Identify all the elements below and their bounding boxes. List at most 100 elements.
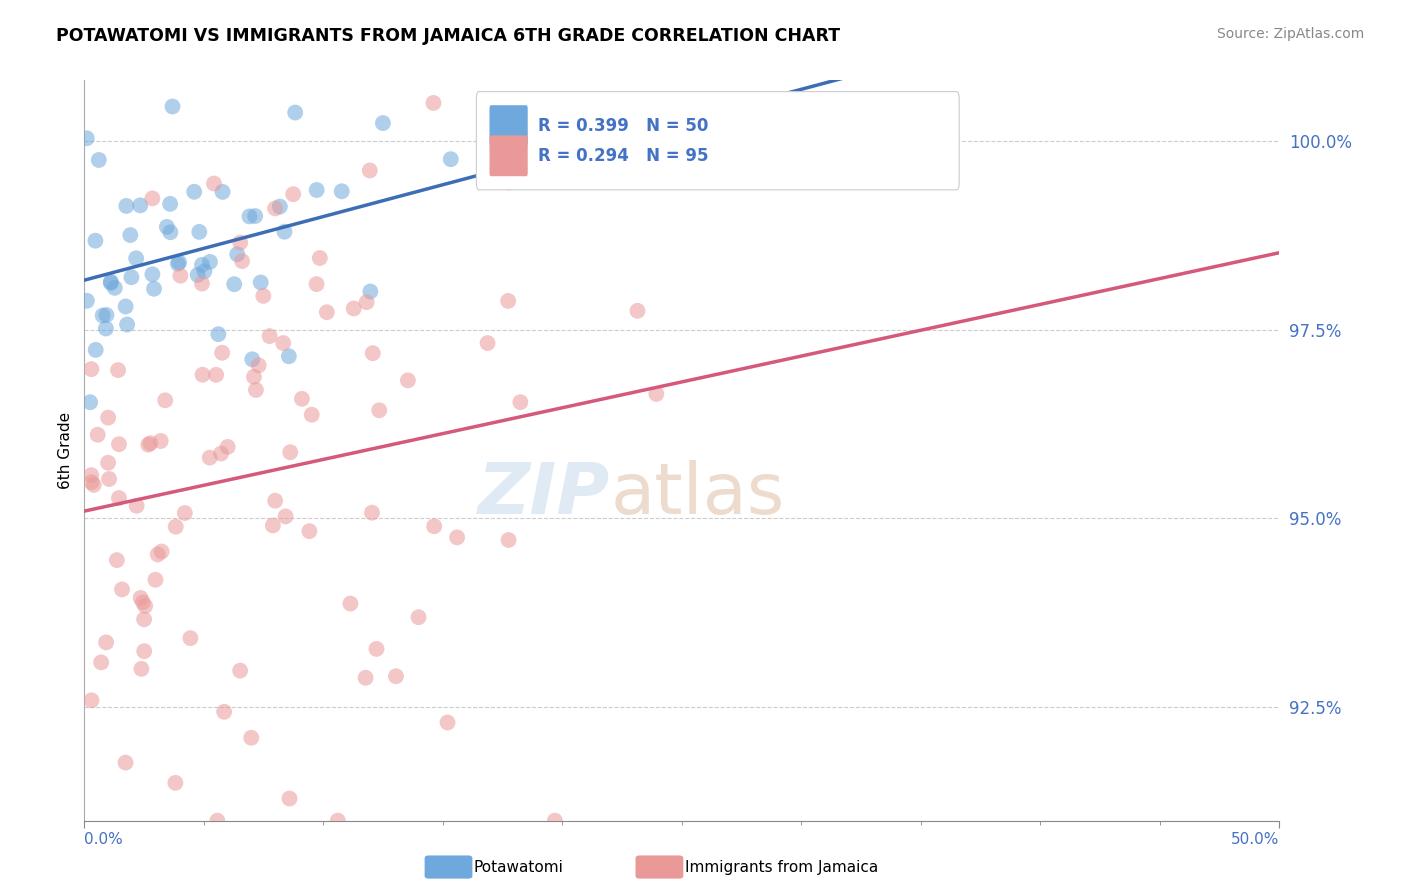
Point xyxy=(149,434,172,448)
Point xyxy=(305,277,328,292)
Point xyxy=(76,293,98,308)
Point xyxy=(252,289,274,303)
Point xyxy=(271,336,294,351)
Text: R = 0.294   N = 95: R = 0.294 N = 95 xyxy=(538,147,709,165)
Point xyxy=(361,346,384,360)
Point xyxy=(354,671,377,685)
Point xyxy=(262,518,284,533)
Point xyxy=(274,509,297,524)
Point xyxy=(141,191,163,205)
Point xyxy=(498,176,520,190)
Point xyxy=(165,519,187,533)
Text: ZIP: ZIP xyxy=(478,460,610,529)
Point xyxy=(169,268,191,283)
Point xyxy=(188,225,211,239)
Point xyxy=(498,533,520,547)
FancyBboxPatch shape xyxy=(477,92,959,190)
Point xyxy=(371,116,394,130)
Point xyxy=(269,200,291,214)
Point xyxy=(100,276,122,290)
Point xyxy=(315,305,337,319)
Point xyxy=(249,276,271,290)
Point xyxy=(132,595,155,609)
Point xyxy=(326,814,349,828)
Point xyxy=(159,197,181,211)
Point xyxy=(243,369,266,384)
Point xyxy=(167,255,190,269)
Point xyxy=(94,321,117,335)
Point xyxy=(129,198,152,212)
Point xyxy=(243,209,266,223)
Point xyxy=(339,597,361,611)
Point xyxy=(224,277,246,292)
Point xyxy=(79,395,101,409)
Point xyxy=(114,756,136,770)
Point xyxy=(97,456,120,470)
Point xyxy=(145,573,167,587)
Point xyxy=(136,438,159,452)
Point xyxy=(284,105,307,120)
Point xyxy=(105,553,128,567)
Point xyxy=(273,225,295,239)
Point xyxy=(91,309,114,323)
Point xyxy=(291,392,314,406)
Point xyxy=(229,235,252,250)
Point xyxy=(259,329,281,343)
Point xyxy=(359,163,381,178)
Point xyxy=(76,131,98,145)
Point xyxy=(408,610,430,624)
Point xyxy=(283,187,305,202)
Text: POTAWATOMI VS IMMIGRANTS FROM JAMAICA 6TH GRADE CORRELATION CHART: POTAWATOMI VS IMMIGRANTS FROM JAMAICA 6T… xyxy=(56,27,841,45)
Point xyxy=(396,373,419,387)
Point xyxy=(80,475,103,490)
Point xyxy=(179,631,201,645)
Point xyxy=(368,403,391,417)
Point xyxy=(193,264,215,278)
Point xyxy=(198,255,221,269)
Point xyxy=(343,301,366,316)
Point xyxy=(165,776,187,790)
Point xyxy=(153,393,176,408)
Text: atlas: atlas xyxy=(610,460,785,529)
Point xyxy=(80,693,103,707)
Point xyxy=(98,472,121,486)
Point xyxy=(84,343,107,357)
Point xyxy=(330,184,353,198)
Text: Potawatomi: Potawatomi xyxy=(474,860,564,874)
Point xyxy=(366,641,388,656)
Point xyxy=(278,791,301,805)
Point xyxy=(84,234,107,248)
Point xyxy=(308,251,330,265)
Point xyxy=(191,258,214,272)
Point xyxy=(477,336,499,351)
Point xyxy=(183,185,205,199)
Point xyxy=(496,293,519,308)
Point xyxy=(226,247,249,261)
Point xyxy=(162,99,184,113)
Point xyxy=(141,268,163,282)
Point xyxy=(361,506,384,520)
Point xyxy=(422,95,444,110)
Point xyxy=(143,282,166,296)
Point xyxy=(509,395,531,409)
Point xyxy=(298,524,321,538)
Point xyxy=(114,300,136,314)
Point xyxy=(305,183,328,197)
Point xyxy=(150,544,173,558)
Point xyxy=(125,252,148,266)
Y-axis label: 6th Grade: 6th Grade xyxy=(58,412,73,489)
Point xyxy=(238,210,260,224)
Text: Source: ZipAtlas.com: Source: ZipAtlas.com xyxy=(1216,27,1364,41)
Point xyxy=(129,591,152,605)
Point xyxy=(80,468,103,483)
Text: 50.0%: 50.0% xyxy=(1232,832,1279,847)
Point xyxy=(131,662,153,676)
Point xyxy=(108,437,131,451)
Point xyxy=(96,308,118,322)
Point xyxy=(173,506,195,520)
Point xyxy=(207,814,229,828)
Point xyxy=(240,352,263,367)
Point xyxy=(115,318,138,332)
Point xyxy=(132,612,155,626)
Point xyxy=(115,199,138,213)
